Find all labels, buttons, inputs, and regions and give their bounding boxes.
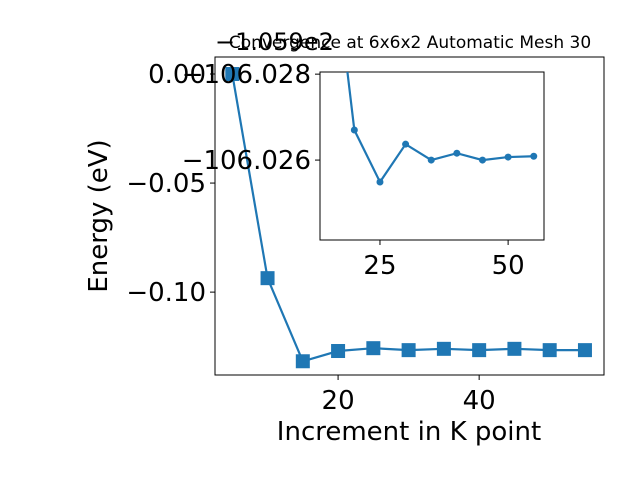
y-tick-label: −0.05: [126, 169, 206, 199]
series-group: [225, 67, 592, 369]
marker: [577, 343, 592, 358]
marker: [260, 271, 275, 286]
x-tick-label: 20: [322, 386, 355, 416]
y-offset-label: −1.059e2: [215, 28, 334, 56]
marker: [366, 341, 381, 356]
marker: [530, 152, 538, 160]
y-tick-label: −0.10: [126, 278, 206, 308]
x-tick-label: 40: [463, 386, 496, 416]
y-axis-label: Energy (eV): [84, 139, 114, 292]
chart-title: Convergence at 6x6x2 Automatic Mesh 30: [229, 33, 591, 53]
marker: [472, 343, 487, 358]
x-tick-label: 25: [363, 251, 396, 281]
marker: [507, 341, 522, 356]
marker: [478, 156, 486, 164]
marker: [295, 354, 310, 369]
marker: [376, 178, 384, 186]
marker: [504, 153, 512, 161]
marker: [436, 341, 451, 356]
marker: [402, 140, 410, 148]
marker: [350, 126, 358, 134]
marker: [453, 149, 461, 157]
marker: [401, 343, 416, 358]
x-tick-label: 50: [492, 251, 525, 281]
y-tick-label: 0.00: [148, 60, 206, 90]
series-group: [346, 72, 538, 186]
marker: [225, 67, 240, 82]
y-tick-label: −106.028: [182, 60, 311, 90]
x-axis-label: Increment in K point: [277, 417, 541, 447]
marker: [331, 344, 346, 359]
y-tick-label: −106.026: [182, 146, 311, 176]
marker: [427, 156, 435, 164]
marker: [542, 343, 557, 358]
